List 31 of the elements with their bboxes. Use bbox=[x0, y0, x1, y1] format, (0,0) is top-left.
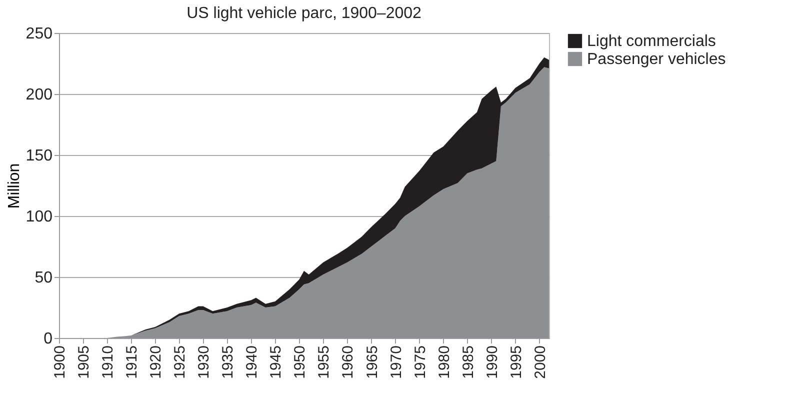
x-tick-label: 1955 bbox=[316, 346, 333, 379]
x-tick-label: 1945 bbox=[268, 346, 285, 379]
x-tick-label: 1930 bbox=[196, 346, 213, 379]
x-tick-label: 1980 bbox=[436, 346, 453, 379]
x-tick-label: 1965 bbox=[364, 346, 381, 379]
x-tick-label: 1970 bbox=[388, 346, 405, 379]
legend-label: Passenger vehicles bbox=[587, 51, 726, 68]
x-tick-label: 1940 bbox=[244, 346, 261, 379]
x-tick-label: 1990 bbox=[484, 346, 501, 379]
x-tick-label: 1985 bbox=[460, 346, 477, 379]
legend-label: Light commercials bbox=[587, 33, 716, 50]
x-tick-label: 2000 bbox=[532, 346, 549, 379]
x-tick-label: 1910 bbox=[100, 346, 117, 379]
x-tick-label: 1950 bbox=[292, 346, 309, 379]
x-tick-label: 1915 bbox=[124, 346, 141, 379]
y-tick-label: 250 bbox=[26, 26, 53, 42]
y-tick-label: 100 bbox=[26, 208, 53, 226]
x-tick-label: 1995 bbox=[508, 346, 525, 379]
chart-title: US light vehicle parc, 1900–2002 bbox=[186, 5, 422, 22]
y-tick-label: 200 bbox=[26, 86, 53, 104]
y-tick-label: 50 bbox=[34, 270, 53, 286]
y-axis-title: Million bbox=[6, 163, 23, 209]
x-tick-label: 1905 bbox=[76, 346, 93, 379]
x-tick-label: 1935 bbox=[220, 346, 237, 379]
x-tick-label: 1975 bbox=[412, 346, 429, 379]
y-tick-label: 0 bbox=[44, 330, 53, 348]
x-tick-label: 1900 bbox=[52, 346, 68, 379]
x-tick-label: 1960 bbox=[340, 346, 357, 379]
y-tick-label: 150 bbox=[26, 148, 53, 164]
x-tick-label: 1925 bbox=[172, 346, 189, 379]
x-tick-label: 1920 bbox=[148, 346, 165, 379]
